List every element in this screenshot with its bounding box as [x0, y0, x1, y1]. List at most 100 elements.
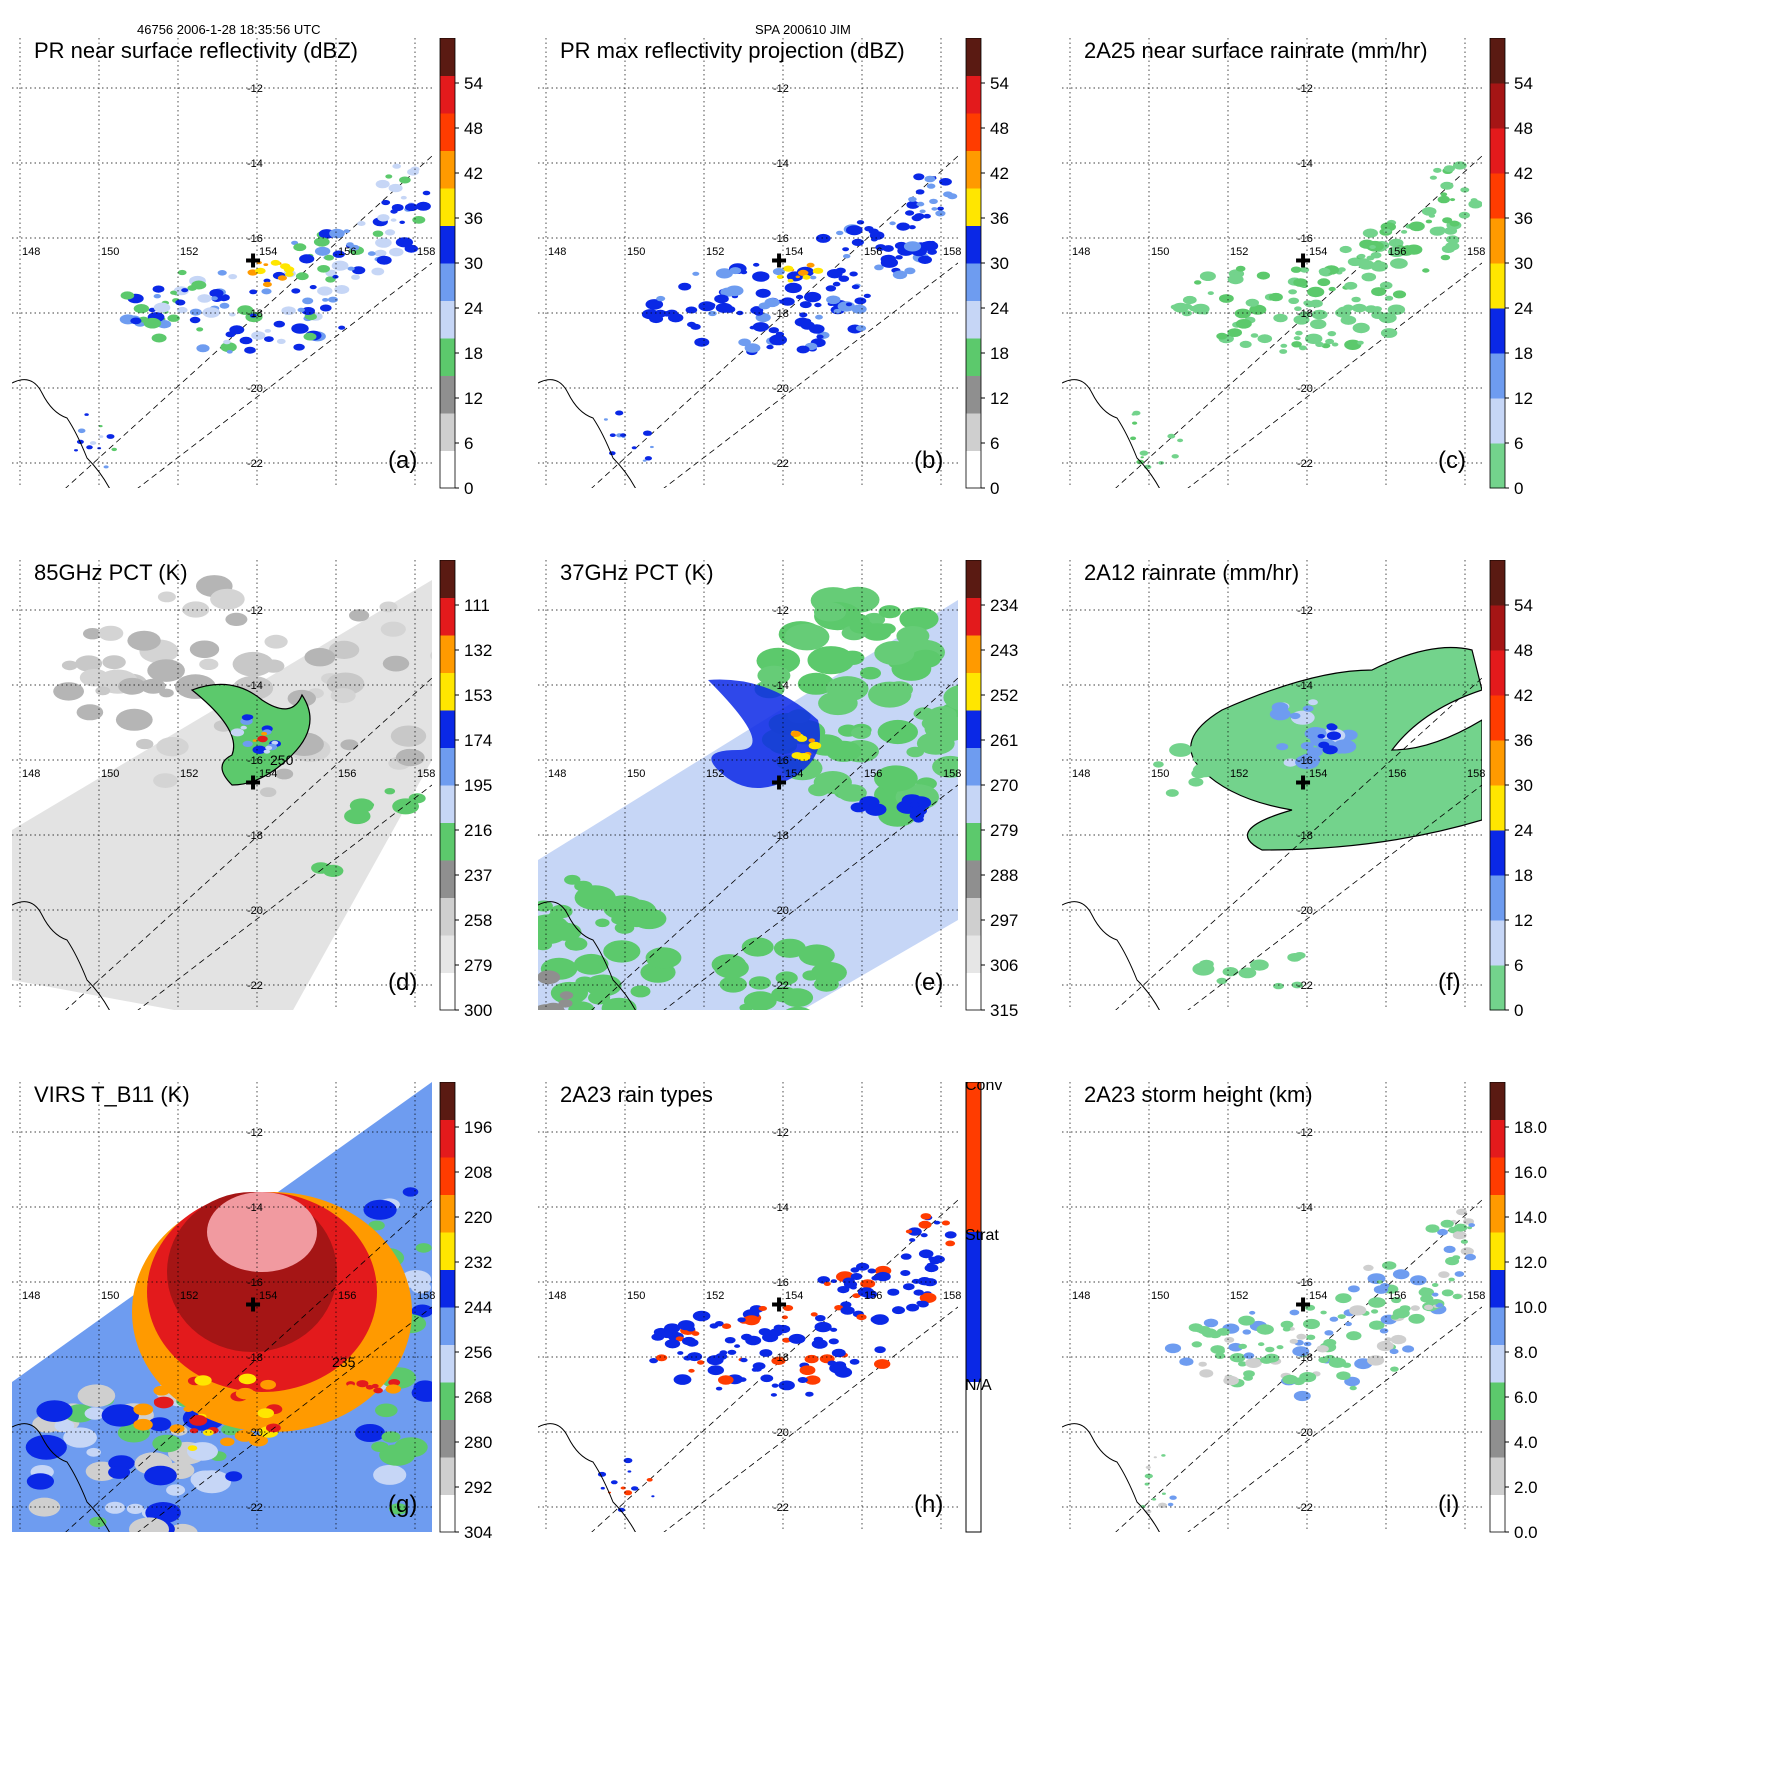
- echo: [856, 1314, 867, 1321]
- echo: [1363, 1264, 1374, 1271]
- echo: [831, 1348, 846, 1358]
- swath-edge: [1115, 1199, 1482, 1532]
- echo: [796, 345, 810, 354]
- echo: [74, 449, 78, 452]
- colorbar-segment: [1490, 965, 1505, 1011]
- echo: [1305, 333, 1323, 344]
- rain-core: [1332, 739, 1357, 754]
- echo: [776, 1324, 791, 1334]
- echo: [167, 314, 180, 322]
- echo: [1441, 1289, 1454, 1297]
- echo: [130, 317, 142, 325]
- echo: [826, 295, 841, 305]
- echo: [189, 316, 201, 324]
- colorbar-segment: [440, 1269, 455, 1308]
- echo: [1235, 319, 1252, 329]
- colorbar-tick-label: 30: [1514, 776, 1533, 795]
- echo: [1331, 342, 1339, 347]
- colorbar: Conv Strat N/A: [965, 1082, 1002, 1533]
- lon-label: 148: [22, 246, 40, 258]
- lat-label: -14: [773, 158, 789, 170]
- warm-field: [574, 880, 593, 892]
- echo: [623, 1457, 633, 1464]
- echo: [1199, 1369, 1214, 1378]
- echo: [251, 331, 266, 340]
- colorbar-segment: [1490, 650, 1505, 696]
- lat-label: -20: [773, 905, 789, 917]
- colorbar-segment: [966, 822, 981, 861]
- echo: [1235, 265, 1246, 272]
- lat-label: -14: [1297, 680, 1313, 692]
- spiral-band: [309, 1388, 319, 1394]
- echo: [1424, 1304, 1434, 1310]
- echo: [828, 1338, 839, 1345]
- lat-label: -18: [247, 830, 263, 842]
- echo: [784, 282, 802, 294]
- echo: [1367, 1355, 1385, 1366]
- echo: [919, 209, 926, 214]
- echo: [1370, 252, 1382, 259]
- colorbar-tick-label: 216: [464, 821, 492, 840]
- map-area: [538, 1082, 958, 1532]
- warm-cloud: [379, 1444, 416, 1466]
- warm-field: [657, 960, 672, 969]
- echo-core: [277, 275, 287, 281]
- storm-center-marker: [246, 253, 261, 268]
- echo: [714, 294, 729, 304]
- echo: [874, 1359, 891, 1369]
- echo: [1390, 258, 1408, 269]
- rain-patch: [1189, 745, 1201, 752]
- rain-core: [1271, 702, 1289, 713]
- echo: [688, 1368, 695, 1373]
- echo: [1298, 345, 1307, 351]
- colorbar-category: N/A: [965, 1377, 992, 1394]
- warm-field: [725, 967, 743, 978]
- warm-cloud: [400, 1270, 432, 1289]
- echo: [804, 291, 822, 303]
- warm-field: [877, 719, 918, 745]
- lon-label: 156: [338, 246, 356, 258]
- colorbar-tick-label: 6: [1514, 956, 1523, 975]
- panel-a: 148 150 152 154 156 158 -12 -14 -16 -18 -20 -22 PR n…: [12, 38, 572, 568]
- echo: [1344, 281, 1358, 290]
- coastline: [1062, 379, 1160, 488]
- panel-d: 148 150 152 154 156 158 -12 -14 -16 -18 -20 -22 250 8…: [12, 560, 572, 1090]
- echo: [317, 286, 333, 296]
- colorbar-tick-label: 18: [464, 344, 483, 363]
- cold-cell: [384, 788, 396, 795]
- colorbar-tick-label: 6: [990, 434, 999, 453]
- echo: [830, 1327, 838, 1332]
- echo: [175, 299, 186, 306]
- colorbar-tick-label: 48: [1514, 641, 1533, 660]
- echo: [152, 285, 165, 293]
- colorbar-segment: [966, 1232, 981, 1382]
- lat-label: -12: [247, 605, 263, 617]
- warm-cloud: [77, 1384, 116, 1407]
- echo: [770, 1393, 777, 1397]
- tmi-swath: [12, 580, 432, 1010]
- echo: [371, 267, 385, 276]
- cloud-texture: [83, 628, 102, 640]
- echo: [740, 1357, 748, 1363]
- echo: [815, 1315, 826, 1322]
- echo: [1346, 1331, 1362, 1341]
- lon-label: 154: [1309, 768, 1327, 780]
- echo: [804, 1354, 819, 1364]
- echo: [842, 247, 849, 252]
- echo: [219, 302, 230, 309]
- cloud-texture: [127, 630, 161, 651]
- echo: [151, 333, 167, 343]
- echo: [837, 1286, 850, 1294]
- warm-cloud: [167, 1523, 198, 1532]
- echo: [609, 433, 616, 438]
- echo: [685, 306, 698, 314]
- echo: [799, 312, 808, 318]
- echo: [1325, 338, 1335, 345]
- spiral-band: [133, 1403, 154, 1416]
- lon-label: 150: [627, 246, 645, 258]
- echo: [1452, 1231, 1467, 1240]
- colorbar-tick-label: 6: [1514, 434, 1523, 453]
- echo: [933, 1220, 941, 1225]
- echo: [673, 1374, 692, 1385]
- echo: [900, 1253, 912, 1260]
